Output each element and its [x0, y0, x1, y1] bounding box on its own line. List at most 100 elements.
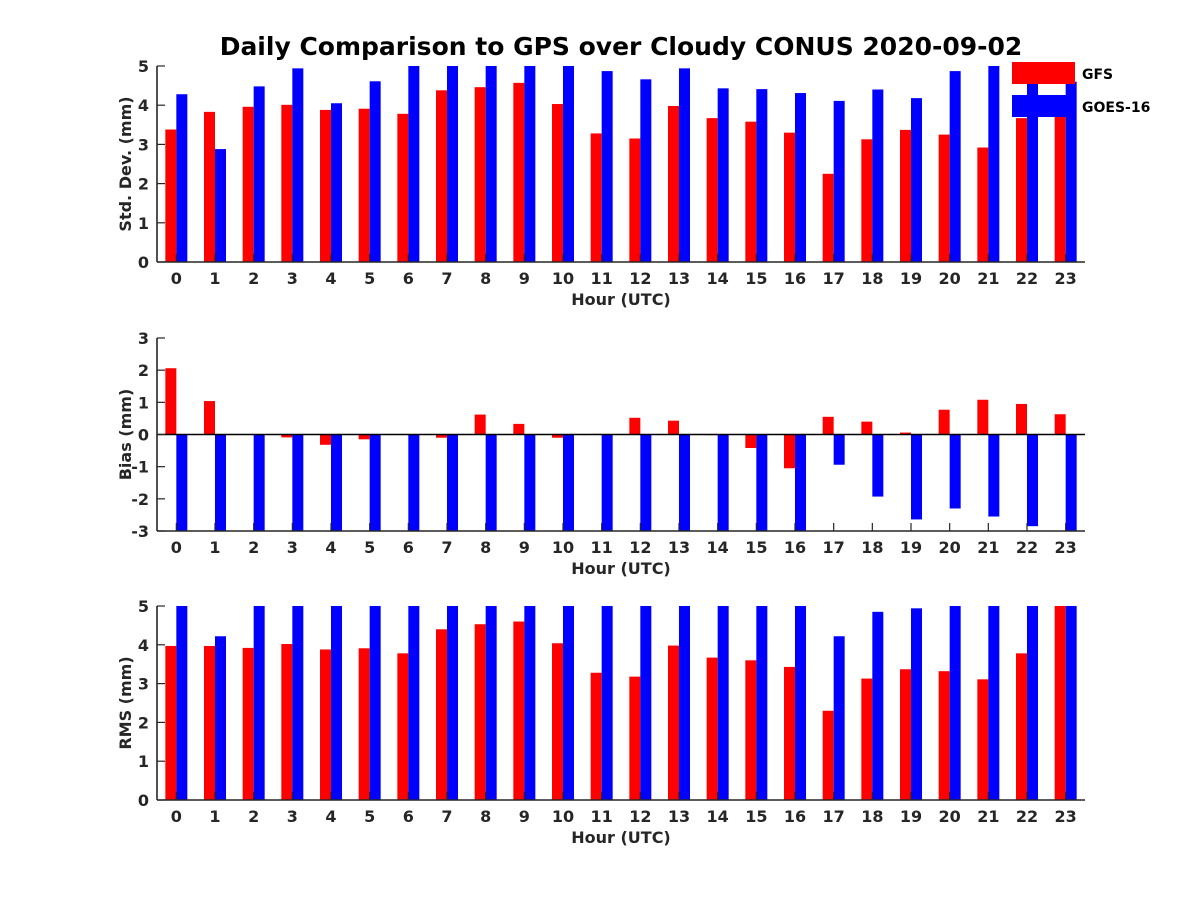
bar-gfs-0: [165, 645, 177, 800]
bar-gfs-10: [552, 104, 563, 262]
x-tick-label: 9: [519, 269, 530, 288]
x-tick-label: 3: [287, 538, 298, 557]
bar-gfs-14: [706, 118, 718, 262]
bar-goes-16-18: [872, 434, 884, 497]
bar-gfs-17: [822, 416, 834, 435]
y-tick-label: 4: [138, 96, 149, 115]
x-tick-label: 5: [364, 269, 375, 288]
y-tick-label: 0: [138, 426, 149, 445]
y-tick-label: 1: [138, 393, 149, 412]
x-tick-label: 6: [403, 269, 414, 288]
bar-goes-16-8: [485, 606, 497, 800]
bar-gfs-9: [513, 621, 525, 800]
x-tick-label: 7: [441, 269, 452, 288]
bar-goes-16-3: [292, 434, 304, 531]
bar-gfs-20: [938, 409, 950, 435]
bar-goes-16-20: [949, 606, 961, 800]
legend-label: GOES-16: [1082, 100, 1150, 116]
bar-gfs-15: [745, 434, 757, 449]
bar-goes-16-14: [717, 88, 729, 263]
bar-gfs-18: [861, 678, 873, 800]
bar-gfs-22: [1016, 118, 1027, 262]
x-tick-label: 8: [480, 269, 491, 288]
bar-goes-16-4: [331, 606, 342, 800]
bar-goes-16-19: [911, 608, 922, 800]
bar-gfs-0: [165, 129, 177, 262]
bar-goes-16-3: [292, 606, 304, 800]
bar-gfs-0: [165, 368, 177, 435]
legend-swatch: [1012, 62, 1075, 84]
bar-gfs-4: [320, 434, 331, 445]
x-tick-label: 1: [209, 269, 220, 288]
x-tick-label: 6: [403, 538, 414, 557]
x-tick-label: 5: [364, 807, 375, 826]
bar-gfs-2: [242, 647, 254, 800]
bar-gfs-7: [436, 90, 447, 262]
x-tick-label: 9: [519, 807, 530, 826]
bar-gfs-22: [1016, 653, 1027, 800]
x-tick-label: 14: [707, 538, 729, 557]
bar-goes-16-4: [331, 434, 342, 531]
bar-gfs-23: [1054, 414, 1066, 435]
bar-gfs-6: [397, 113, 409, 262]
x-tick-label: 6: [403, 807, 414, 826]
bar-gfs-3: [281, 434, 293, 438]
x-tick-label: 0: [171, 269, 182, 288]
y-tick-label: 2: [138, 175, 149, 194]
bar-goes-16-19: [911, 98, 922, 262]
bar-gfs-15: [745, 660, 757, 800]
x-tick-label: 2: [248, 538, 259, 557]
bar-goes-16-5: [369, 606, 381, 800]
bar-gfs-10: [552, 643, 563, 800]
y-axis-label: Std. Dev. (mm): [116, 96, 135, 231]
bar-gfs-5: [358, 108, 370, 262]
y-tick-label: -2: [131, 490, 149, 509]
x-tick-label: 2: [248, 269, 259, 288]
x-tick-label: 14: [707, 807, 729, 826]
y-tick-label: 5: [138, 57, 149, 76]
bar-gfs-11: [590, 133, 602, 262]
bar-goes-16-19: [911, 434, 922, 520]
x-tick-label: 12: [629, 807, 651, 826]
y-tick-label: 2: [138, 713, 149, 732]
bar-gfs-21: [977, 399, 989, 435]
bar-gfs-18: [861, 139, 873, 262]
bar-gfs-8: [474, 87, 486, 262]
bar-gfs-2: [242, 106, 254, 262]
bar-gfs-19: [900, 129, 911, 262]
bar-gfs-9: [513, 82, 525, 262]
bar-gfs-10: [552, 434, 563, 438]
bar-goes-16-6: [408, 66, 420, 262]
x-tick-label: 17: [823, 807, 845, 826]
bar-goes-16-22: [1027, 606, 1038, 800]
x-tick-label: 17: [823, 269, 845, 288]
y-tick-label: 5: [138, 597, 149, 616]
bar-gfs-22: [1016, 403, 1027, 435]
bar-gfs-4: [320, 649, 331, 800]
bar-gfs-12: [629, 138, 641, 262]
x-tick-label: 1: [209, 538, 220, 557]
bar-gfs-3: [281, 644, 293, 800]
bar-goes-16-13: [679, 68, 690, 263]
x-tick-label: 10: [552, 269, 574, 288]
bar-goes-16-21: [988, 606, 1000, 800]
series-gfs: [165, 606, 1066, 800]
x-tick-label: 14: [707, 269, 729, 288]
bar-goes-16-21: [988, 434, 1000, 517]
x-tick-label: 4: [325, 807, 336, 826]
bar-gfs-3: [281, 104, 293, 262]
bar-gfs-16: [784, 434, 795, 469]
x-tick-label: 2: [248, 807, 259, 826]
bar-gfs-16: [784, 666, 795, 800]
bar-gfs-20: [938, 671, 950, 800]
x-tick-label: 8: [480, 538, 491, 557]
legend-entry-goes-16: GOES-16: [1012, 95, 1150, 117]
x-tick-label: 15: [745, 807, 767, 826]
bar-goes-16-5: [369, 434, 381, 531]
bar-goes-16-6: [408, 606, 420, 800]
x-tick-label: 23: [1055, 269, 1077, 288]
x-tick-label: 4: [325, 269, 336, 288]
bar-goes-16-17: [833, 100, 845, 262]
y-tick-label: -1: [131, 458, 149, 477]
